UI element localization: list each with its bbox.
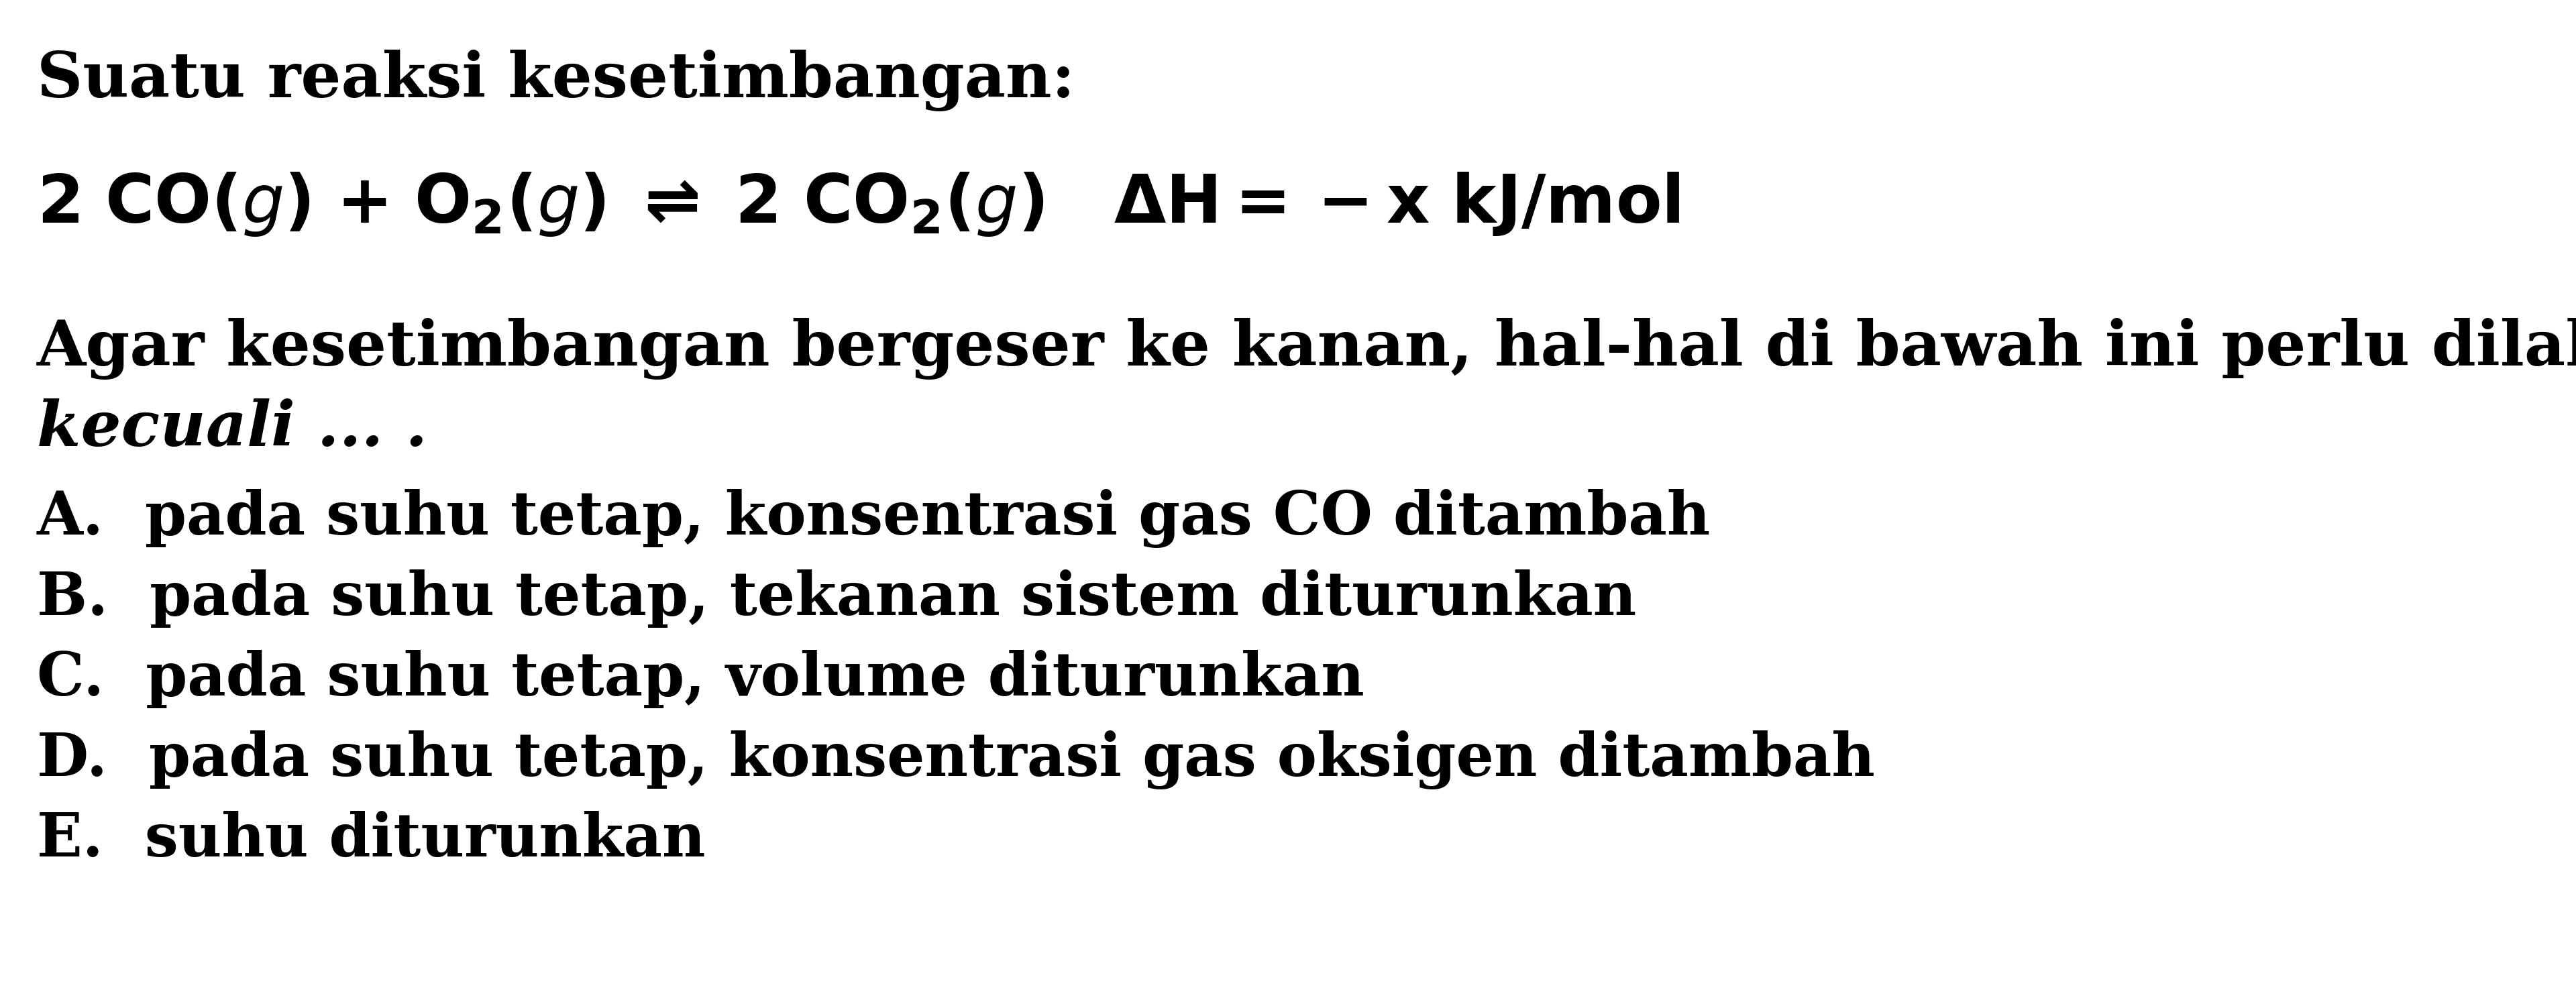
Text: B.  pada suhu tetap, tekanan sistem diturunkan: B. pada suhu tetap, tekanan sistem ditur… bbox=[36, 569, 1636, 628]
Text: D.  pada suhu tetap, konsentrasi gas oksigen ditambah: D. pada suhu tetap, konsentrasi gas oksi… bbox=[36, 730, 1875, 790]
Text: Suatu reaksi kesetimbangan:: Suatu reaksi kesetimbangan: bbox=[36, 50, 1074, 111]
Text: A.  pada suhu tetap, konsentrasi gas CO ditambah: A. pada suhu tetap, konsentrasi gas CO d… bbox=[36, 489, 1710, 548]
Text: C.  pada suhu tetap, volume diturunkan: C. pada suhu tetap, volume diturunkan bbox=[36, 650, 1365, 708]
Text: $\bf{2}$ $\bf{CO}$$\bf{(}$$\it{g}$$\bf{)}$ $\bf{+}$ $\bf{O_2}$$\bf{(}$$\it{g}$$\: $\bf{2}$ $\bf{CO}$$\bf{(}$$\it{g}$$\bf{)… bbox=[36, 170, 1680, 238]
Text: Agar kesetimbangan bergeser ke kanan, hal-hal di bawah ini perlu dilakukan,: Agar kesetimbangan bergeser ke kanan, ha… bbox=[36, 318, 2576, 380]
Text: kecuali ... .: kecuali ... . bbox=[36, 399, 428, 459]
Text: E.  suhu diturunkan: E. suhu diturunkan bbox=[36, 811, 706, 869]
